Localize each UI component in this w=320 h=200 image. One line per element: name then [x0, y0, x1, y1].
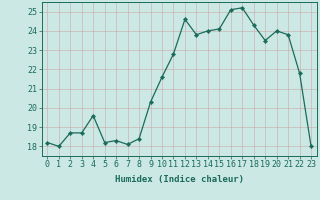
X-axis label: Humidex (Indice chaleur): Humidex (Indice chaleur): [115, 175, 244, 184]
